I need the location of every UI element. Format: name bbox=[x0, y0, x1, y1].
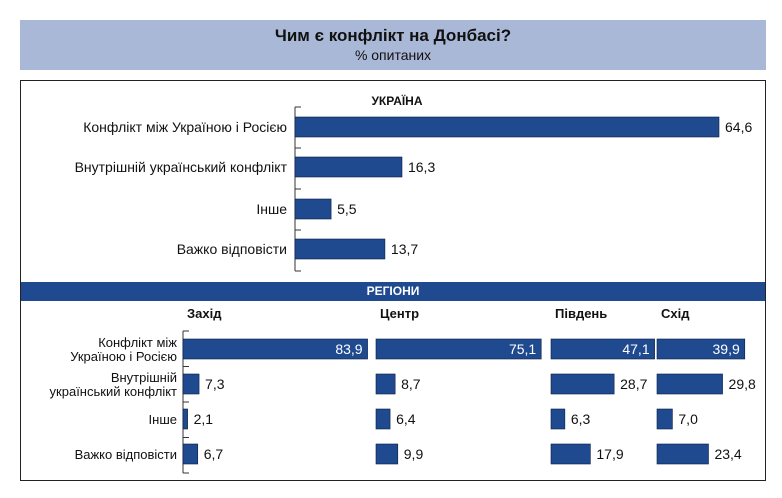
region-value-label: 29,8 bbox=[729, 376, 756, 392]
regions-category-label: Україною і Росією bbox=[70, 349, 177, 364]
ukraine-value-label: 13,7 bbox=[391, 241, 418, 257]
region-value-label: 23,4 bbox=[714, 446, 741, 462]
region-value-label: 7,3 bbox=[205, 376, 225, 392]
ukraine-value-label: 16,3 bbox=[408, 159, 435, 175]
region-bar bbox=[550, 408, 566, 430]
regions-category-label: український конфлікт bbox=[50, 384, 177, 399]
ukraine-category-label: Внутрішній український конфлікт bbox=[75, 159, 288, 175]
region-bar bbox=[550, 338, 655, 360]
region-value-label: 6,7 bbox=[204, 446, 224, 462]
ukraine-panel-title: УКРАЇНА bbox=[371, 93, 422, 108]
region-bar bbox=[375, 408, 391, 430]
region-value-label: 39,9 bbox=[713, 341, 740, 357]
region-bar bbox=[182, 443, 199, 465]
region-bar bbox=[375, 338, 542, 360]
regions-category-label: Внутрішній bbox=[111, 370, 177, 385]
region-value-label: 47,1 bbox=[622, 341, 649, 357]
chart-subtitle: % опитаних bbox=[354, 47, 432, 63]
chart-title: Чим є конфлікт на Донбасі? bbox=[274, 26, 512, 45]
chart-header: Чим є конфлікт на Донбасі? % опитаних bbox=[20, 20, 766, 70]
region-bar bbox=[656, 408, 673, 430]
region-value-label: 6,4 bbox=[396, 411, 416, 427]
region-value-label: 83,9 bbox=[335, 341, 362, 357]
region-bar bbox=[656, 338, 746, 360]
region-bar bbox=[182, 338, 368, 360]
regions-band-title: РЕГІОНИ bbox=[21, 282, 765, 301]
regions-category-label: Інше bbox=[149, 412, 177, 427]
region-series-name: Центр bbox=[380, 306, 419, 321]
ukraine-bar bbox=[294, 156, 403, 178]
ukraine-value-label: 64,6 bbox=[725, 119, 752, 135]
ukraine-category-label: Важко відповісти bbox=[177, 241, 287, 257]
region-value-label: 8,7 bbox=[401, 376, 421, 392]
region-value-label: 9,9 bbox=[404, 446, 424, 462]
region-series-name: Південь bbox=[555, 306, 607, 321]
region-bar bbox=[375, 373, 396, 395]
region-bar bbox=[656, 373, 723, 395]
regions-category-label: Конфлікт між bbox=[98, 335, 177, 350]
region-value-label: 7,0 bbox=[678, 411, 698, 427]
region-bar bbox=[656, 443, 709, 465]
ukraine-bar bbox=[294, 238, 386, 260]
region-bar bbox=[550, 373, 615, 395]
region-bar bbox=[550, 443, 591, 465]
region-series-name: Захід bbox=[187, 306, 222, 321]
region-value-label: 75,1 bbox=[509, 341, 536, 357]
ukraine-category-label: Конфлікт між Україною і Росією bbox=[83, 119, 287, 135]
region-value-label: 6,3 bbox=[571, 411, 591, 427]
region-bar bbox=[182, 373, 200, 395]
chart-svg: УКРАЇНА Конфлікт між Україною і Росією 64,… bbox=[50, 93, 756, 474]
region-value-label: 17,9 bbox=[596, 446, 623, 462]
ukraine-bar bbox=[294, 198, 332, 220]
chart-frame: РЕГІОНИ УКРАЇНА Конфлікт між Україною і Р… bbox=[20, 80, 766, 481]
region-bar bbox=[375, 443, 399, 465]
ukraine-value-label: 5,5 bbox=[337, 201, 357, 217]
ukraine-category-label: Інше bbox=[256, 201, 287, 217]
regions-category-label: Важко відповісти bbox=[75, 447, 177, 462]
region-series-name: Схід bbox=[661, 306, 690, 321]
region-bar bbox=[182, 408, 188, 430]
region-value-label: 2,1 bbox=[194, 411, 214, 427]
ukraine-bar bbox=[294, 116, 720, 138]
region-value-label: 28,7 bbox=[620, 376, 647, 392]
